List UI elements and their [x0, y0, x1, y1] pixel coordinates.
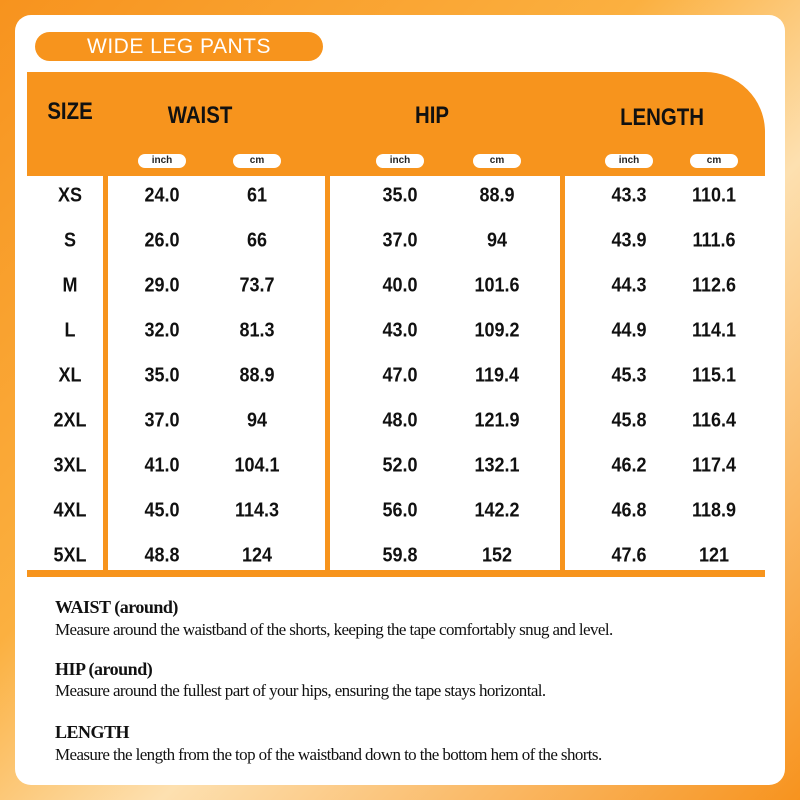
title: WIDE LEG PANTS: [35, 32, 323, 61]
cell: 44.3: [611, 274, 647, 297]
cell: 110.1: [691, 184, 737, 207]
cell: 26.0: [144, 229, 180, 252]
cell: 94: [246, 409, 268, 432]
cell: 37.0: [144, 409, 180, 432]
size-label: XS: [57, 184, 83, 207]
cell: 116.4: [691, 409, 737, 432]
cell: 114.3: [234, 499, 280, 522]
cell: 119.4: [474, 364, 520, 387]
cell: 115.1: [691, 364, 737, 387]
cell: 132.1: [474, 454, 520, 477]
cell: 44.9: [611, 319, 647, 342]
cell: 124: [241, 544, 273, 567]
cell: 45.8: [611, 409, 647, 432]
size-label: 2XL: [53, 409, 87, 432]
cell: 88.9: [239, 364, 275, 387]
column-header: HIP: [414, 102, 450, 129]
note-heading: HIP (around): [55, 659, 153, 679]
column-header: LENGTH: [620, 104, 704, 131]
cell: 104.1: [234, 454, 280, 477]
size-label: M: [62, 274, 78, 297]
unit-label: cm: [690, 154, 738, 168]
size-label: L: [64, 319, 76, 342]
cell: 32.0: [144, 319, 180, 342]
cell: 61: [246, 184, 268, 207]
unit-label: cm: [233, 154, 281, 168]
size-label: 4XL: [53, 499, 87, 522]
separator: [103, 176, 108, 570]
cell: 117.4: [691, 454, 737, 477]
cell: 88.9: [479, 184, 515, 207]
column-header: SIZE: [47, 98, 93, 125]
cell: 40.0: [382, 274, 418, 297]
cell: 37.0: [382, 229, 418, 252]
cell: 48.8: [144, 544, 180, 567]
cell: 121: [698, 544, 730, 567]
cell: 45.0: [144, 499, 180, 522]
cell: 43.0: [382, 319, 418, 342]
cell: 43.9: [611, 229, 647, 252]
note-heading: LENGTH: [55, 722, 130, 742]
note-heading: WAIST (around): [55, 597, 178, 617]
cell: 56.0: [382, 499, 418, 522]
cell: 73.7: [239, 274, 275, 297]
cell: 35.0: [144, 364, 180, 387]
cell: 101.6: [474, 274, 520, 297]
cell: 152: [481, 544, 513, 567]
cell: 46.2: [611, 454, 647, 477]
cell: 66: [246, 229, 268, 252]
note-text: Measure the length from the top of the w…: [55, 745, 602, 764]
size-label: 5XL: [53, 544, 87, 567]
cell: 46.8: [611, 499, 647, 522]
cell: 48.0: [382, 409, 418, 432]
cell: 52.0: [382, 454, 418, 477]
unit-label: inch: [138, 154, 186, 168]
separator: [325, 176, 330, 570]
cell: 59.8: [382, 544, 418, 567]
unit-label: inch: [605, 154, 653, 168]
cell: 114.1: [691, 319, 737, 342]
cell: 43.3: [611, 184, 647, 207]
cell: 81.3: [239, 319, 275, 342]
cell: 111.6: [692, 229, 736, 252]
size-label: 3XL: [53, 454, 87, 477]
cell: 109.2: [474, 319, 520, 342]
size-label: XL: [58, 364, 82, 387]
unit-label: inch: [376, 154, 424, 168]
separator: [560, 176, 565, 570]
note-text: Measure around the fullest part of your …: [55, 681, 546, 700]
cell: 47.6: [611, 544, 647, 567]
cell: 29.0: [144, 274, 180, 297]
size-label: S: [63, 229, 77, 252]
cell: 45.3: [611, 364, 647, 387]
column-header: WAIST: [167, 102, 233, 129]
cell: 35.0: [382, 184, 418, 207]
unit-label: cm: [473, 154, 521, 168]
cell: 142.2: [474, 499, 520, 522]
cell: 41.0: [144, 454, 180, 477]
cell: 47.0: [382, 364, 418, 387]
cell: 94: [486, 229, 508, 252]
bottom-rule: [27, 570, 765, 577]
cell: 112.6: [691, 274, 737, 297]
note-text: Measure around the waistband of the shor…: [55, 620, 613, 639]
cell: 24.0: [144, 184, 180, 207]
cell: 118.9: [691, 499, 737, 522]
cell: 121.9: [474, 409, 520, 432]
